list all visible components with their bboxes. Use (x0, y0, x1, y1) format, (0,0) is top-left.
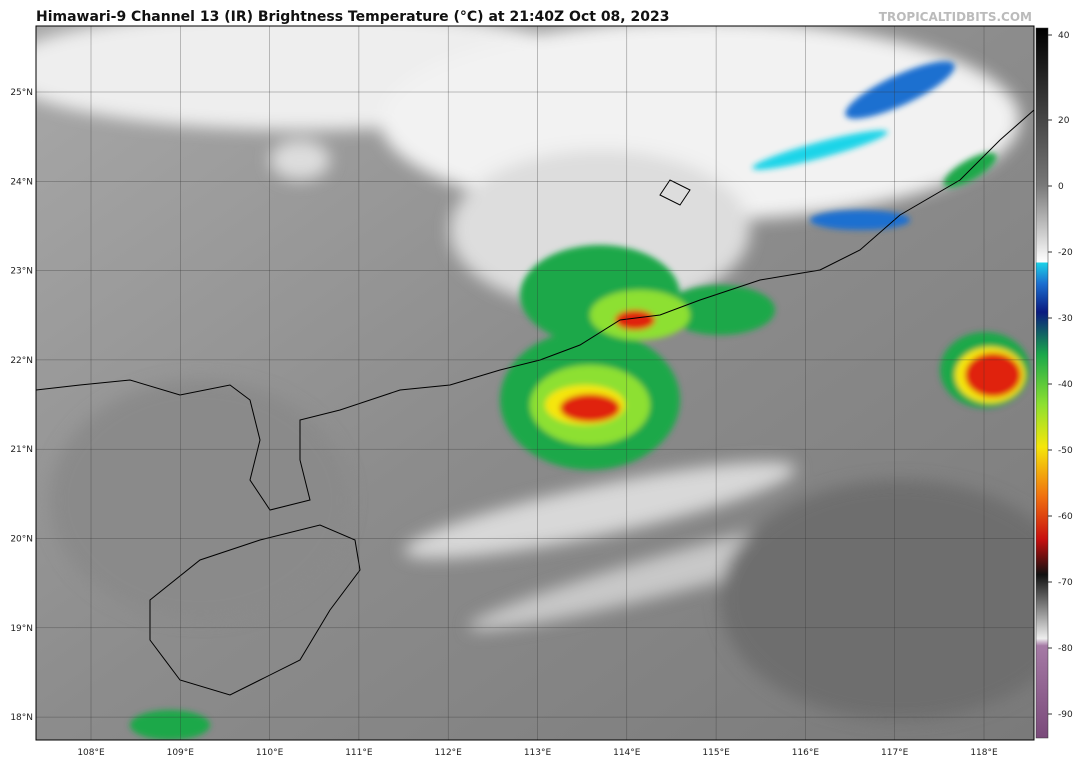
colorbar-label: 40 (1058, 31, 1070, 41)
longitude-label: 117°E (881, 748, 909, 758)
latitude-label: 25°N (10, 88, 33, 98)
colorbar-label: -40 (1058, 380, 1073, 390)
colorbar-label: -80 (1058, 644, 1073, 654)
longitude-label: 116°E (792, 748, 820, 758)
latitude-label: 24°N (10, 177, 33, 187)
colorbar-label: -60 (1058, 512, 1073, 522)
longitude-label: 108°E (77, 748, 105, 758)
longitude-label: 118°E (970, 748, 998, 758)
colorbar-label: -70 (1058, 578, 1073, 588)
colorbar (1035, 27, 1049, 739)
latitude-label: 19°N (10, 624, 33, 634)
latitude-label: 18°N (10, 713, 33, 723)
longitude-label: 109°E (167, 748, 195, 758)
source: TROPICALTIDBITS.COM (879, 10, 1032, 24)
colorbar-label: -90 (1058, 710, 1073, 720)
longitude-label: 115°E (702, 748, 730, 758)
longitude-label: 112°E (435, 748, 463, 758)
longitude-label: 110°E (256, 748, 284, 758)
longitude-label: 114°E (613, 748, 641, 758)
title: Himawari-9 Channel 13 (IR) Brightness Te… (36, 9, 669, 25)
colorbar-label: -50 (1058, 446, 1073, 456)
colorbar-label: 20 (1058, 116, 1070, 126)
map-frame (35, 25, 1035, 741)
colorbar-label: 0 (1058, 182, 1064, 192)
latitude-label: 22°N (10, 356, 33, 366)
colorbar-label: -30 (1058, 314, 1073, 324)
latitude-label: 21°N (10, 445, 33, 455)
longitude-label: 111°E (345, 748, 373, 758)
colorbar-label: -20 (1058, 248, 1073, 258)
imagery (36, 26, 1034, 740)
longitude-label: 113°E (524, 748, 552, 758)
latitude-label: 20°N (10, 535, 33, 545)
latitude-label: 23°N (10, 267, 33, 277)
